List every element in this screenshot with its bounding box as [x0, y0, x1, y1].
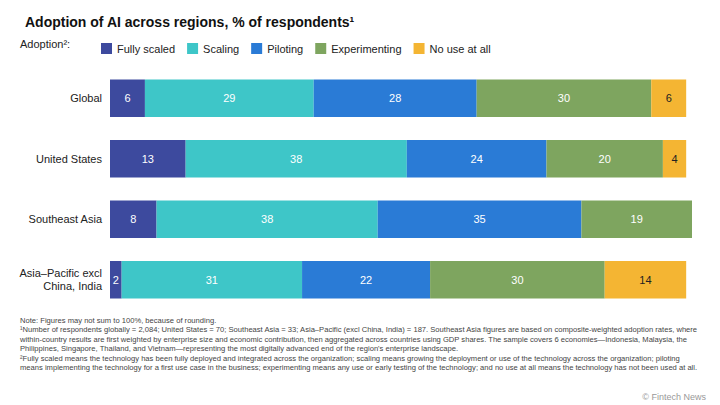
svg-text:29: 29 — [223, 92, 235, 104]
svg-text:8: 8 — [130, 213, 136, 225]
svg-text:Global: Global — [70, 92, 102, 104]
svg-text:14: 14 — [639, 274, 651, 286]
svg-text:38: 38 — [290, 153, 302, 165]
svg-text:Southeast Asia: Southeast Asia — [29, 213, 103, 225]
svg-text:2: 2 — [113, 274, 119, 286]
svg-text:No use at all: No use at all — [430, 43, 491, 55]
html-text:²Fully scaled means the techno: ²Fully scaled means the technology has b… — [20, 353, 698, 372]
svg-text:6: 6 — [666, 92, 672, 104]
svg-text:6: 6 — [124, 92, 130, 104]
svg-text:Adoption²:: Adoption²: — [20, 38, 70, 50]
svg-text:China, India: China, India — [40, 280, 103, 292]
svg-text:Experimenting: Experimenting — [331, 43, 401, 55]
svg-text:Asia–Pacific excl: Asia–Pacific excl — [19, 267, 102, 279]
svg-text:Fully scaled: Fully scaled — [117, 43, 175, 55]
svg-text:24: 24 — [471, 153, 483, 165]
svg-text:13: 13 — [142, 153, 154, 165]
svg-text:22: 22 — [360, 274, 372, 286]
svg-text:31: 31 — [206, 274, 218, 286]
svg-text:38: 38 — [261, 213, 273, 225]
svg-text:28: 28 — [389, 92, 401, 104]
svg-text:30: 30 — [511, 274, 523, 286]
html-text:Note: Figures may not sum to 1: Note: Figures may not sum to 100%, becau… — [20, 316, 217, 325]
svg-text:Scaling: Scaling — [203, 43, 239, 55]
svg-text:30: 30 — [558, 92, 570, 104]
svg-text:Adoption of AI across regions,: Adoption of AI across regions, % of resp… — [25, 14, 355, 30]
html-text:¹Number of respondents globall: ¹Number of respondents globally = 2,084;… — [20, 325, 698, 354]
svg-text:19: 19 — [631, 213, 643, 225]
svg-text:35: 35 — [473, 213, 485, 225]
html-text:© Fintech News: © Fintech News — [642, 392, 706, 402]
svg-text:United States: United States — [36, 153, 103, 165]
svg-text:Piloting: Piloting — [267, 43, 303, 55]
svg-text:20: 20 — [599, 153, 611, 165]
svg-text:4: 4 — [671, 153, 677, 165]
